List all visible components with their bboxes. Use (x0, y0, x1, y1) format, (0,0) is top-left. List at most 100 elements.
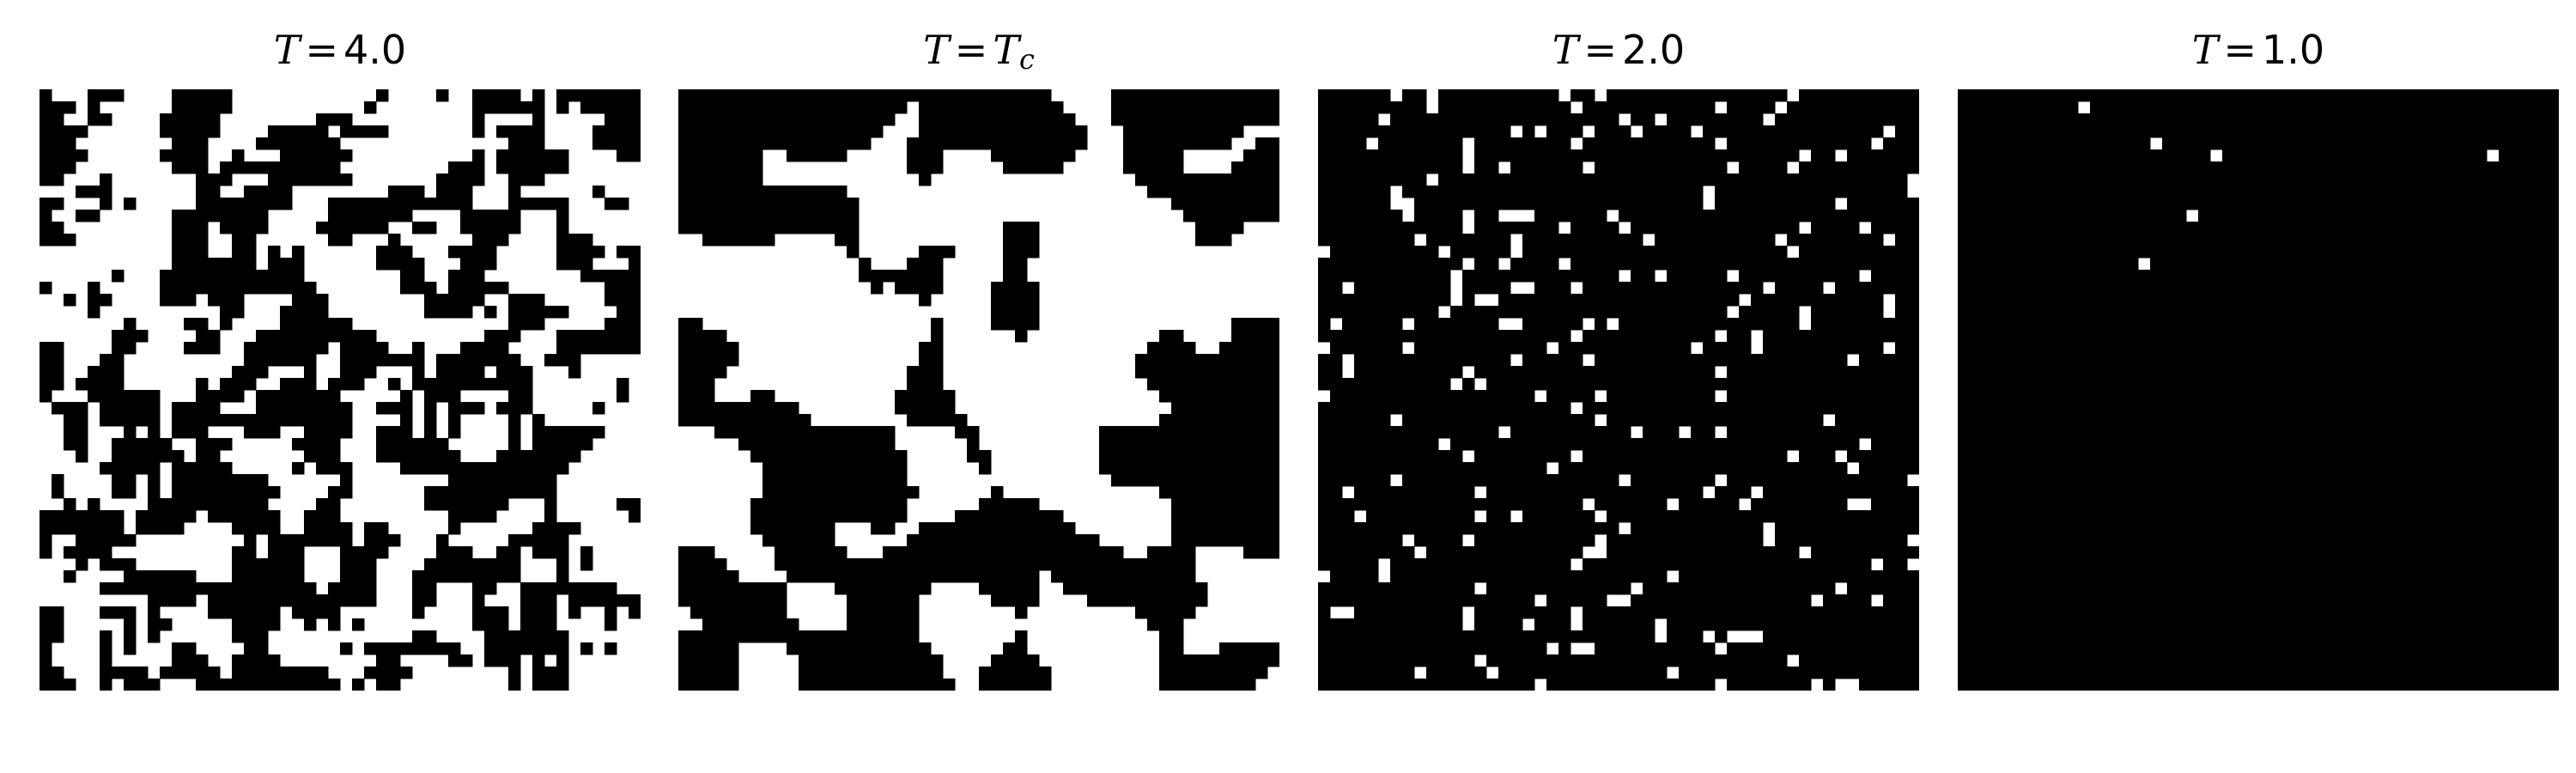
spin-cell (1763, 426, 1776, 439)
spin-cell (580, 234, 593, 247)
spin-cell (1907, 642, 1919, 655)
spin-cell (52, 173, 64, 186)
spin-cell (1655, 234, 1668, 247)
spin-cell (1703, 378, 1716, 391)
spin-cell (1510, 534, 1523, 547)
spin-cell (1414, 618, 1427, 631)
spin-cell (1739, 234, 1752, 247)
spin-cell (376, 522, 389, 535)
spin-cell (472, 234, 485, 247)
spin-cell (1171, 89, 1184, 102)
spin-cell (292, 246, 305, 259)
spin-cell (678, 173, 691, 186)
spin-cell (1667, 582, 1680, 595)
spin-cell (124, 666, 137, 679)
spin-cell (1994, 137, 2007, 150)
spin-cell (678, 546, 691, 559)
spin-cell (1595, 354, 1607, 367)
spin-cell (1450, 642, 1463, 655)
spin-cell (88, 546, 100, 559)
spin-cell (1703, 618, 1716, 631)
spin-cell (1426, 462, 1439, 475)
spin-cell (907, 654, 920, 667)
spin-cell (1895, 570, 1908, 583)
spin-cell (1631, 113, 1643, 126)
spin-cell (1402, 89, 1415, 102)
spin-cell (1354, 462, 1367, 475)
spin-cell (1595, 125, 1607, 138)
spin-cell (1811, 101, 1824, 114)
spin-cell (919, 654, 932, 667)
spin-cell (64, 101, 76, 114)
spin-cell (1318, 354, 1331, 367)
spin-cell (2523, 101, 2536, 114)
spin-cell (1643, 546, 1656, 559)
spin-cell (1859, 366, 1872, 379)
spin-cell (196, 101, 209, 114)
spin-cell (352, 558, 365, 571)
spin-cell (460, 161, 473, 174)
spin-cell (1183, 414, 1196, 427)
spin-cell (1775, 366, 1788, 379)
spin-cell (376, 534, 389, 547)
spin-cell (1027, 534, 1040, 547)
spin-cell (1679, 498, 1692, 511)
spin-cell (1655, 354, 1668, 367)
spin-cell (2294, 89, 2307, 102)
spin-cell (2138, 101, 2151, 114)
spin-cell (448, 642, 461, 655)
spin-cell (1159, 354, 1172, 367)
spin-cell (1486, 546, 1499, 559)
spin-cell (1883, 450, 1896, 463)
spin-cell (328, 137, 341, 150)
spin-cell (1015, 101, 1028, 114)
spin-cell (1811, 582, 1824, 595)
spin-cell (1486, 438, 1499, 451)
spin-cell (1727, 354, 1740, 367)
spin-cell (1907, 137, 1919, 150)
spin-cell (1739, 438, 1752, 451)
spin-cell (1159, 679, 1172, 691)
spin-cell (2090, 125, 2103, 138)
spin-cell (1438, 330, 1451, 343)
spin-cell (1342, 462, 1355, 475)
spin-cell (1859, 654, 1872, 667)
spin-cell (436, 294, 449, 307)
spin-cell (835, 438, 848, 451)
spin-cell (136, 570, 149, 583)
spin-cell (1679, 330, 1692, 343)
spin-cell (714, 654, 727, 667)
spin-cell (1907, 414, 1919, 427)
spin-cell (388, 642, 401, 655)
spin-cell (316, 606, 329, 619)
spin-cell (1015, 306, 1028, 319)
spin-cell (328, 378, 341, 391)
spin-cell (1751, 198, 1764, 210)
spin-cell (1715, 570, 1728, 583)
spin-cell (1715, 246, 1728, 259)
spin-cell (220, 378, 233, 391)
spin-cell (859, 89, 872, 102)
spin-cell (1558, 474, 1571, 487)
spin-cell (88, 366, 100, 379)
spin-cell (1003, 161, 1016, 174)
spin-cell (1667, 606, 1680, 619)
panel-1-lattice (39, 89, 641, 691)
spin-cell (690, 222, 703, 234)
spin-cell (1414, 378, 1427, 391)
spin-cell (1183, 654, 1196, 667)
spin-cell (1727, 594, 1740, 607)
spin-cell (1739, 426, 1752, 439)
spin-cell (1183, 402, 1196, 415)
spin-cell (955, 101, 968, 114)
spin-cell (172, 474, 185, 487)
spin-cell (1147, 149, 1160, 162)
spin-cell (823, 137, 835, 150)
spin-cell (775, 89, 787, 102)
spin-cell (1171, 654, 1184, 667)
spin-cell (678, 378, 691, 391)
spin-cell (184, 666, 197, 679)
spin-cell (400, 390, 413, 403)
spin-cell (1643, 378, 1656, 391)
spin-cell (1243, 161, 1256, 174)
